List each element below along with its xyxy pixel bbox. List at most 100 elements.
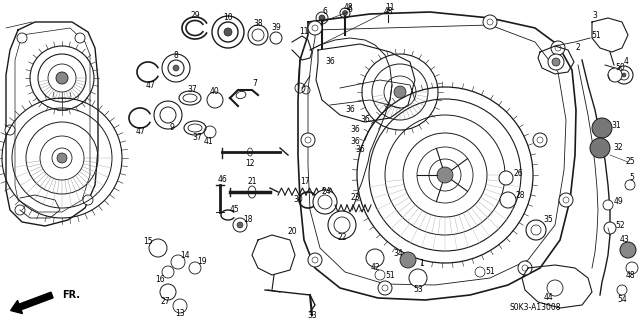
- Circle shape: [483, 15, 497, 29]
- Text: 52: 52: [615, 220, 625, 229]
- Text: 12: 12: [245, 159, 255, 167]
- Circle shape: [552, 58, 560, 66]
- Circle shape: [162, 266, 174, 278]
- Circle shape: [233, 218, 247, 232]
- Circle shape: [160, 284, 176, 300]
- Text: 16: 16: [155, 276, 165, 285]
- Circle shape: [5, 125, 15, 135]
- Text: 36: 36: [325, 57, 335, 66]
- Circle shape: [394, 86, 406, 98]
- Circle shape: [328, 211, 356, 239]
- Text: 5: 5: [630, 173, 634, 182]
- Circle shape: [526, 220, 546, 240]
- Circle shape: [597, 123, 607, 133]
- Circle shape: [171, 255, 185, 269]
- Text: 9: 9: [170, 123, 175, 132]
- Circle shape: [626, 262, 638, 274]
- Text: 48: 48: [383, 8, 393, 17]
- Circle shape: [595, 143, 605, 153]
- Text: 45: 45: [230, 205, 240, 214]
- Circle shape: [312, 257, 318, 263]
- Circle shape: [409, 269, 427, 287]
- Circle shape: [625, 180, 635, 190]
- Text: 37: 37: [187, 85, 197, 94]
- Circle shape: [334, 217, 350, 233]
- Text: 20: 20: [287, 227, 297, 236]
- Text: 36: 36: [345, 106, 355, 115]
- Circle shape: [400, 252, 416, 268]
- Text: 30: 30: [293, 196, 303, 204]
- Text: 48: 48: [343, 4, 353, 12]
- Text: 8: 8: [173, 50, 179, 60]
- Circle shape: [57, 153, 67, 163]
- Circle shape: [563, 197, 569, 203]
- Circle shape: [308, 253, 322, 267]
- Text: 18: 18: [243, 216, 253, 225]
- Circle shape: [319, 15, 325, 21]
- Text: 37: 37: [192, 133, 202, 143]
- Circle shape: [437, 167, 453, 183]
- Text: 39: 39: [271, 24, 281, 33]
- Text: 31: 31: [611, 121, 621, 130]
- Text: 42: 42: [370, 263, 380, 272]
- Circle shape: [547, 280, 563, 296]
- Circle shape: [366, 249, 384, 267]
- Circle shape: [603, 200, 613, 210]
- Circle shape: [619, 70, 629, 80]
- Text: 36: 36: [350, 137, 360, 146]
- Text: S0K3-A13008: S0K3-A13008: [510, 303, 561, 313]
- Circle shape: [559, 193, 573, 207]
- Text: 40: 40: [210, 86, 220, 95]
- Circle shape: [237, 222, 243, 228]
- Circle shape: [173, 65, 179, 71]
- Text: 47: 47: [145, 80, 155, 90]
- Text: 35: 35: [543, 216, 553, 225]
- Text: 41: 41: [203, 137, 213, 146]
- Text: 22: 22: [337, 234, 347, 242]
- Circle shape: [608, 68, 622, 82]
- Text: 17: 17: [300, 177, 310, 187]
- Text: 25: 25: [625, 158, 635, 167]
- Circle shape: [590, 138, 610, 158]
- Circle shape: [533, 133, 547, 147]
- Circle shape: [15, 205, 25, 215]
- Text: 36: 36: [360, 115, 370, 124]
- Text: 33: 33: [307, 311, 317, 319]
- Text: 46: 46: [217, 175, 227, 184]
- Circle shape: [475, 267, 485, 277]
- Circle shape: [305, 137, 311, 143]
- Circle shape: [83, 195, 93, 205]
- Circle shape: [531, 225, 541, 235]
- Circle shape: [378, 281, 392, 295]
- Text: 23: 23: [350, 194, 360, 203]
- Text: 7: 7: [253, 79, 257, 88]
- Circle shape: [615, 66, 633, 84]
- Circle shape: [342, 11, 348, 16]
- Text: 47: 47: [135, 128, 145, 137]
- Text: 27: 27: [160, 298, 170, 307]
- Circle shape: [548, 54, 564, 70]
- Text: 43: 43: [620, 235, 630, 244]
- Text: 36: 36: [350, 125, 360, 135]
- Circle shape: [318, 195, 332, 209]
- Text: 49: 49: [613, 197, 623, 206]
- Text: 2: 2: [575, 43, 580, 53]
- Text: 53: 53: [413, 286, 423, 294]
- Circle shape: [617, 285, 627, 295]
- Circle shape: [301, 133, 315, 147]
- Text: FR.: FR.: [62, 290, 80, 300]
- Text: 11: 11: [300, 27, 308, 36]
- Text: 11: 11: [385, 4, 395, 12]
- Circle shape: [620, 242, 636, 258]
- Text: 3: 3: [593, 11, 597, 19]
- Circle shape: [551, 41, 565, 55]
- Circle shape: [592, 118, 612, 138]
- Text: 10: 10: [223, 13, 233, 23]
- Circle shape: [518, 261, 532, 275]
- Circle shape: [537, 137, 543, 143]
- Text: 51: 51: [591, 31, 601, 40]
- Text: 48: 48: [625, 271, 635, 279]
- Circle shape: [308, 21, 322, 35]
- Text: 4: 4: [623, 57, 628, 66]
- Circle shape: [382, 285, 388, 291]
